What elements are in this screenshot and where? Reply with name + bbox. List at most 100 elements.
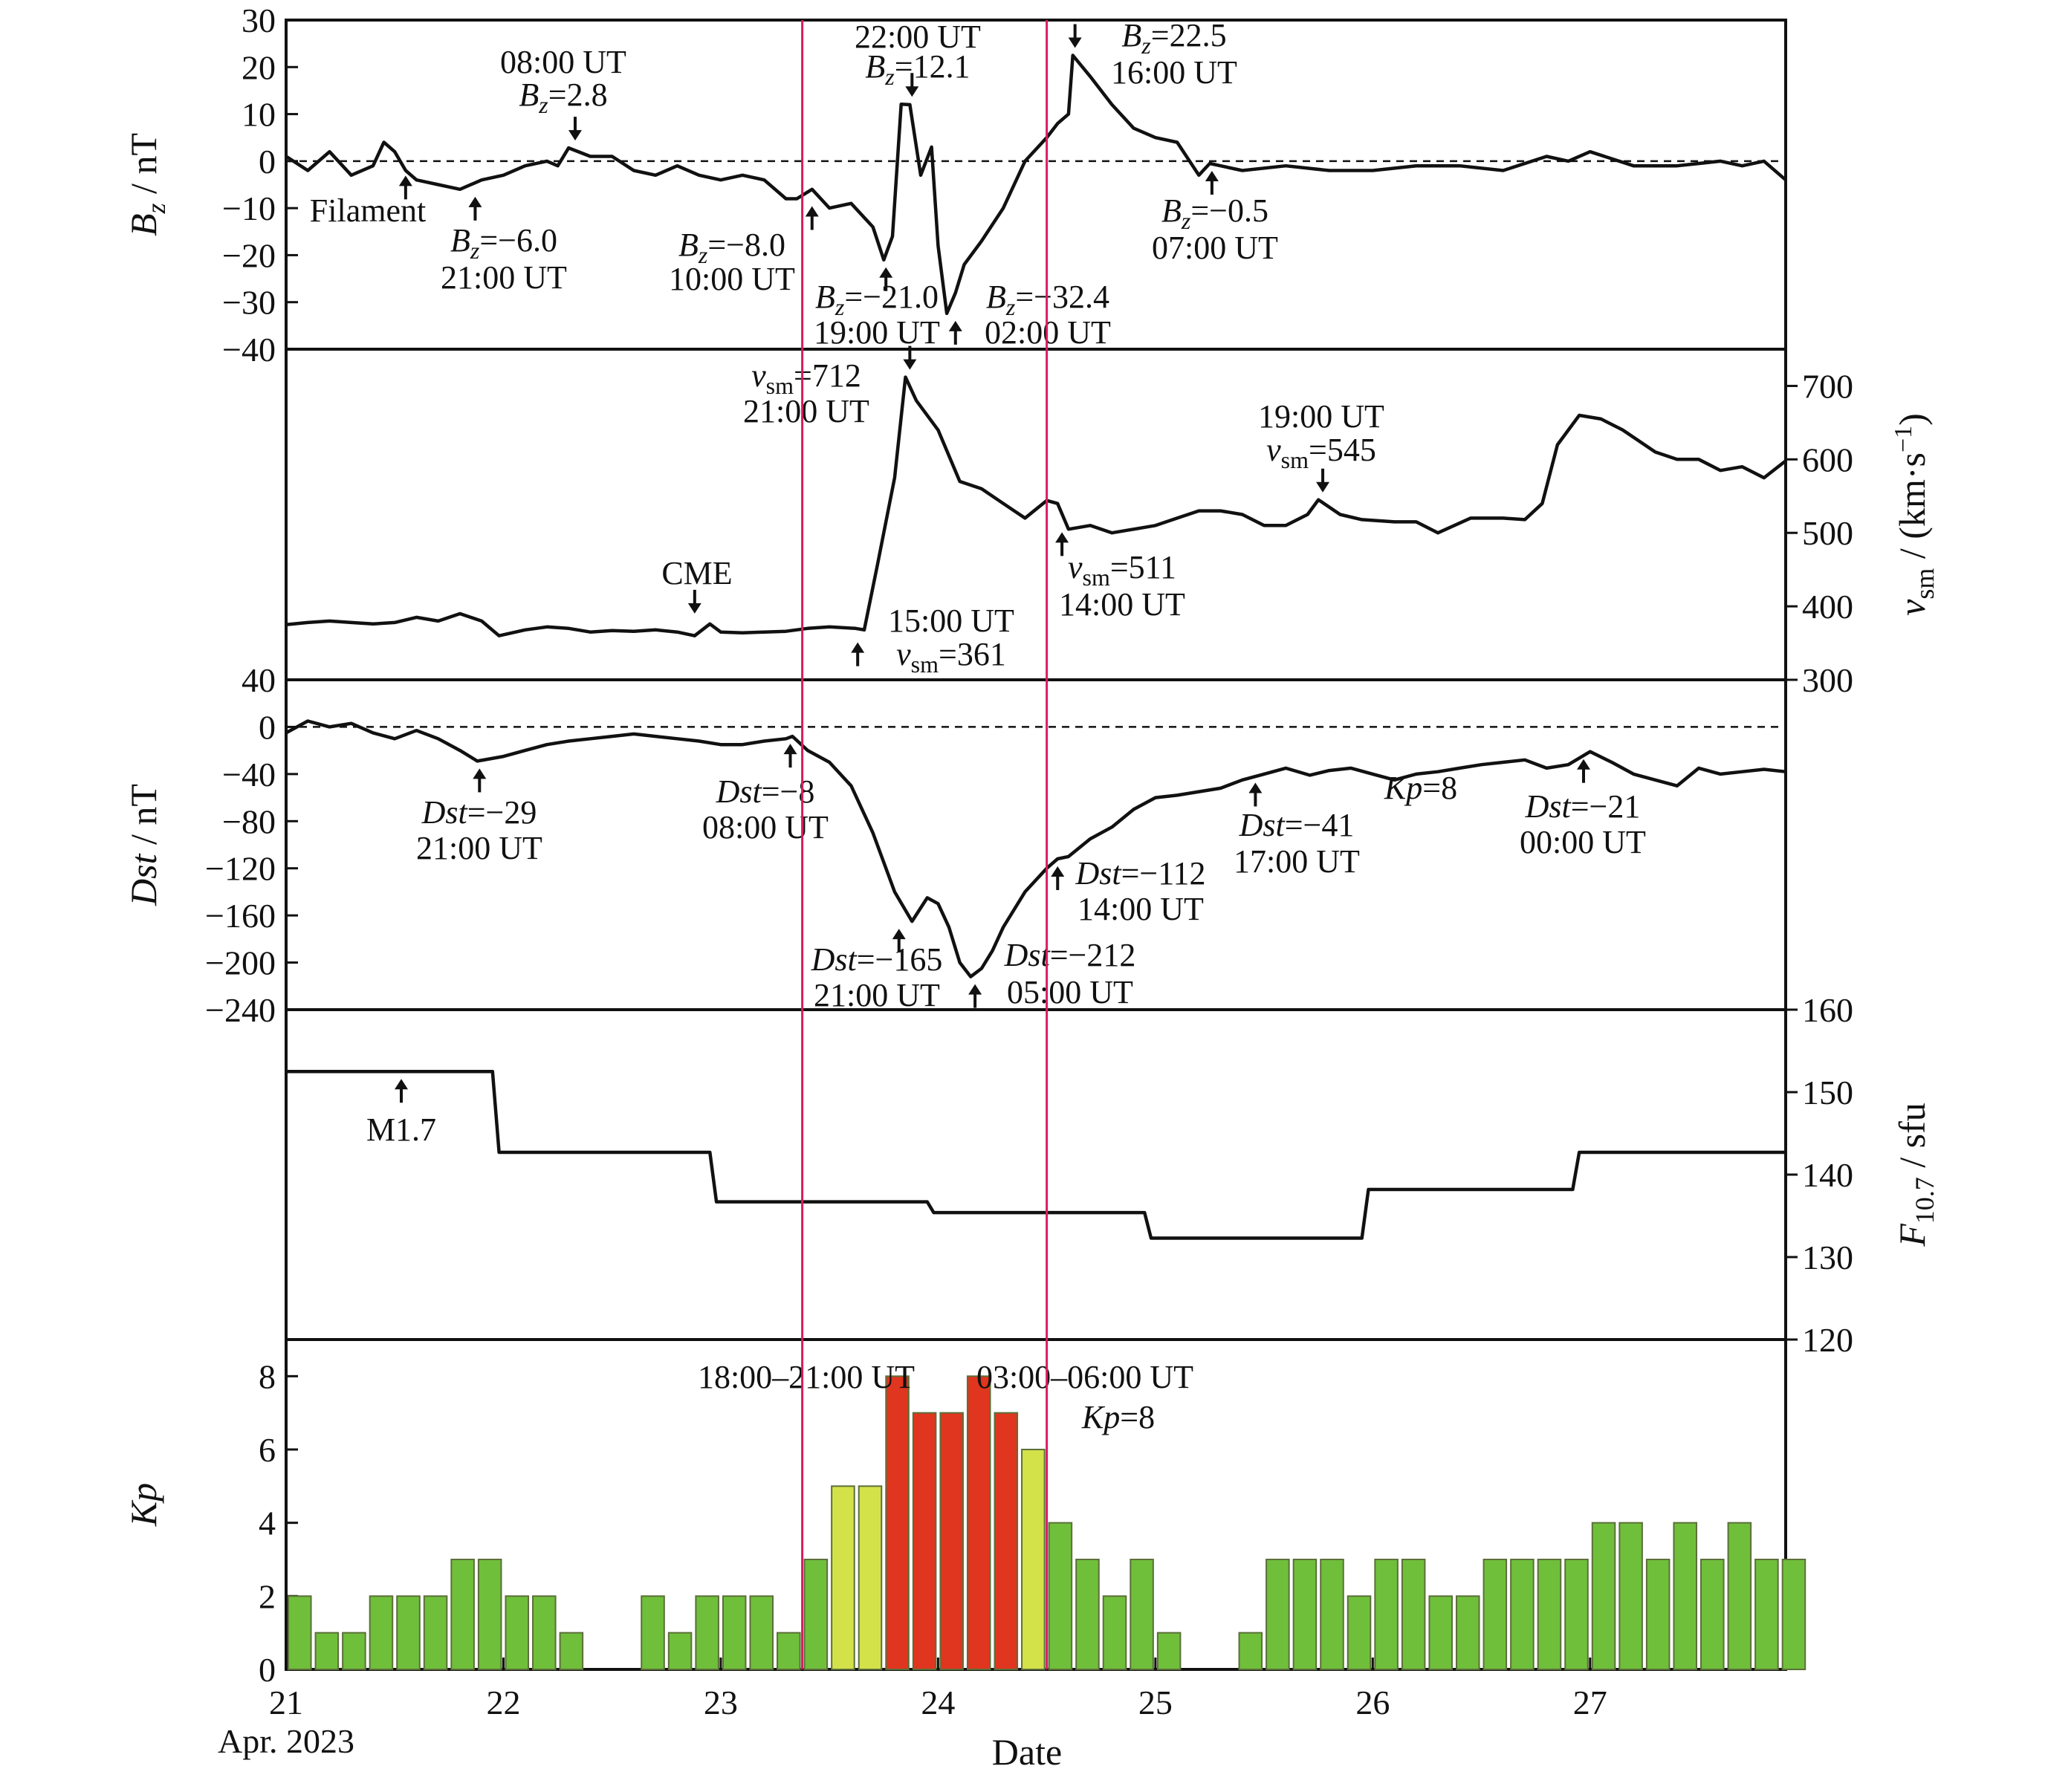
kp-bar <box>314 1632 340 1671</box>
kp-ytick-label: 0 <box>259 1651 276 1689</box>
bz-annotation-arrow-head <box>468 196 482 207</box>
kp-bar <box>1401 1559 1426 1670</box>
bz-annotation-arrow <box>905 73 919 97</box>
vsw-annotation-arrow-head <box>903 359 917 370</box>
kp-annotation-time: 18:00–21:00 UT <box>698 1359 915 1395</box>
x-tick-label: 24 <box>921 1684 955 1721</box>
vsw-annotation-arrow-head <box>1316 481 1330 493</box>
kp-bar <box>1591 1522 1616 1671</box>
vsw-ytick-label: 400 <box>1802 588 1853 626</box>
kp-bar <box>1075 1559 1100 1670</box>
dst-annotation-text: Dst=−8 <box>716 773 815 810</box>
vsw-annotation-text: 15:00 UT <box>888 603 1014 639</box>
kp-bar <box>1130 1559 1154 1670</box>
f107-ytick-label: 120 <box>1802 1321 1853 1359</box>
bz-ytick-label: 0 <box>259 143 276 181</box>
kp-bar <box>803 1559 829 1670</box>
bz-annotation-text: Filament <box>310 192 426 229</box>
kp-bar <box>1374 1559 1399 1670</box>
kp-bar <box>1482 1559 1508 1670</box>
dst-annotation-arrow-head <box>473 768 487 779</box>
kp-bar <box>912 1412 937 1670</box>
kp-bar <box>667 1632 693 1671</box>
kp-bar <box>1455 1595 1480 1670</box>
kp-bar <box>994 1412 1019 1670</box>
dst-ytick-label: 0 <box>259 708 276 746</box>
f107-annotation-arrow <box>395 1079 409 1103</box>
kp-bar <box>505 1595 530 1670</box>
x-tick-label: 23 <box>704 1684 738 1721</box>
x-tick-label: 26 <box>1355 1684 1390 1721</box>
x-tick-label: 27 <box>1573 1684 1607 1721</box>
bz-annotation-text: Bz=−21.0 <box>815 279 939 320</box>
dst-annotation-arrow-head <box>783 744 797 755</box>
dst-annotation-text: Dst=−165 <box>811 941 943 978</box>
dst-annotation-text: 05:00 UT <box>1007 974 1133 1010</box>
kp-bar <box>939 1412 964 1670</box>
dst-annotation-text: Dst=−212 <box>1004 937 1136 973</box>
dst-annotation-text: Dst=−112 <box>1075 855 1205 892</box>
kp-bar <box>1700 1559 1725 1670</box>
kp-bar <box>966 1375 991 1671</box>
dst-annotation-text: 14:00 UT <box>1078 891 1204 927</box>
kp-bar <box>1238 1632 1263 1671</box>
kp-bar <box>885 1375 910 1671</box>
x-axis-title: Date <box>992 1731 1062 1773</box>
vsw-annotation-text: 14:00 UT <box>1059 586 1185 623</box>
bz-annotation-arrow <box>1205 171 1219 195</box>
kp-bar <box>749 1595 774 1670</box>
bz-annotation-arrow-head <box>879 267 893 278</box>
kp-bar <box>695 1595 719 1670</box>
kp-bar <box>1021 1449 1046 1670</box>
vsw-annotation-text: vsm=545 <box>1266 432 1376 473</box>
dst-annotation-arrow-head <box>1248 782 1263 793</box>
kp-bar <box>1102 1595 1127 1670</box>
kp-bar <box>858 1485 883 1671</box>
x-tick-label: 21 <box>269 1684 303 1721</box>
bz-annotation-text: Bz=−8.0 <box>678 227 785 268</box>
kp-ytick-label: 4 <box>259 1504 276 1542</box>
bz-annotation-arrow <box>468 196 482 221</box>
bz-annotation-arrow <box>568 117 582 141</box>
bz-series-line <box>285 53 1787 316</box>
vsw-annotation-text: 19:00 UT <box>1258 398 1384 435</box>
dst-annotation-text: Dst=−21 <box>1525 788 1641 825</box>
bz-ytick-label: −40 <box>222 331 276 369</box>
dst-ytick-label: −240 <box>205 991 276 1029</box>
vsw-annotation-text: CME <box>661 555 732 591</box>
vsw-annotation-arrow-head <box>851 642 865 653</box>
panel-f107: 120 130 140 150 160 F10.7 / sfu M1.7 <box>285 991 1940 1359</box>
vsw-series-line <box>285 375 1787 637</box>
kp-bar <box>1618 1522 1643 1671</box>
vsw-annotation-text: 21:00 UT <box>743 393 869 429</box>
vsw-ylabel: vsm / (km·s−1) <box>1890 413 1940 616</box>
bz-annotation-text: 10:00 UT <box>669 261 795 297</box>
kp-ytick-label: 8 <box>259 1357 276 1395</box>
f107-ytick-label: 140 <box>1802 1156 1853 1194</box>
f107-ytick-label: 130 <box>1802 1239 1853 1276</box>
event-lines <box>801 20 1049 1669</box>
bz-annotation-text: Bz=12.1 <box>865 48 970 90</box>
panel-vsw: 300 400 500 600 700 vsm / (km·s−1) vsm=71221:0… <box>285 348 1940 699</box>
dst-ytick-label: −120 <box>205 850 276 888</box>
bz-annotation-arrow-head <box>905 86 919 97</box>
panel-dst: 40 0 −40 −80 −120 −160 −200 −240 Dst / nT Dst=−29… <box>123 661 1787 1029</box>
kp-bar <box>1320 1559 1344 1670</box>
kp-bar <box>288 1595 312 1670</box>
kp-ytick-label: 6 <box>259 1431 276 1469</box>
dst-annotation-text: 08:00 UT <box>702 809 829 845</box>
kp-bar <box>1673 1522 1698 1671</box>
panel-bz: 30 20 10 0 −10 −20 −30 −40 Bz / nT Filament 08:00 … <box>123 1 1787 369</box>
f107-annotation-arrow-head <box>395 1079 409 1090</box>
dst-ytick-label: −40 <box>222 756 276 793</box>
bz-annotation-arrow-head <box>1068 37 1082 48</box>
kp-bar <box>1347 1595 1372 1670</box>
bz-ytick-label: −10 <box>222 189 276 227</box>
bz-annotation-arrow <box>398 175 412 200</box>
dst-annotation-arrow <box>1248 782 1263 807</box>
f107-ytick-label: 160 <box>1802 991 1853 1029</box>
kp-bar <box>1510 1559 1535 1670</box>
kp-bar <box>369 1595 394 1670</box>
bz-ytick-label: 30 <box>242 1 276 39</box>
